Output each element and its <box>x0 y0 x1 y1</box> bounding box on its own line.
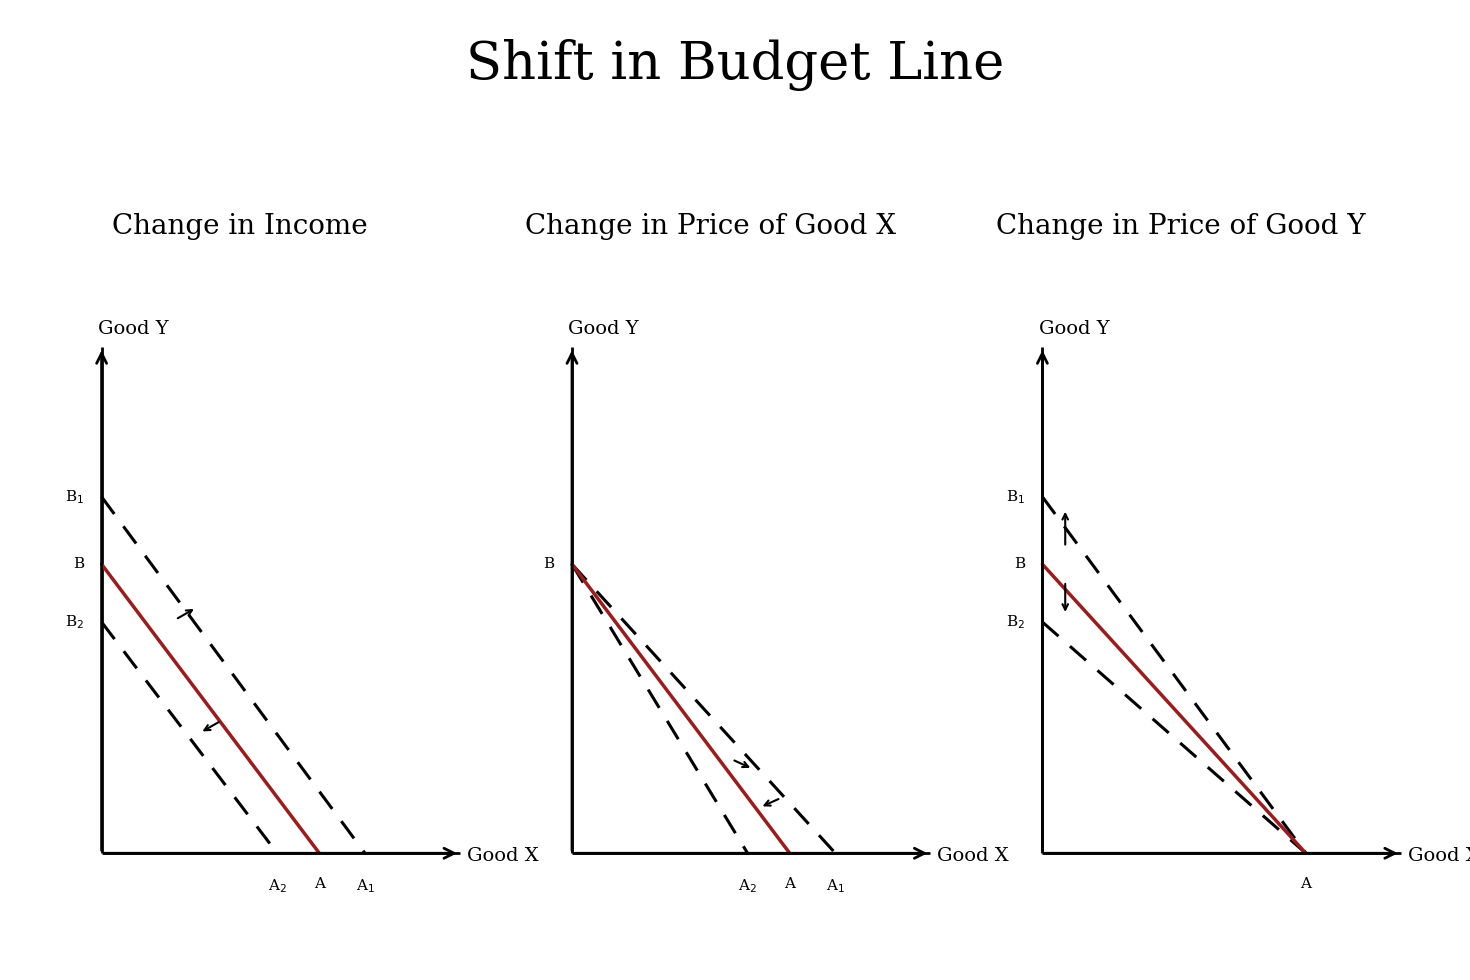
Text: Good Y: Good Y <box>1039 319 1110 338</box>
Text: A: A <box>785 877 795 892</box>
Text: A$_1$: A$_1$ <box>356 877 375 895</box>
Text: B$_2$: B$_2$ <box>65 613 84 631</box>
Text: B: B <box>74 558 84 571</box>
Text: Good Y: Good Y <box>98 319 169 338</box>
Text: B$_1$: B$_1$ <box>65 488 84 506</box>
Text: Shift in Budget Line: Shift in Budget Line <box>466 39 1004 91</box>
Text: Good X: Good X <box>467 847 538 864</box>
Text: A$_1$: A$_1$ <box>826 877 845 895</box>
Text: Change in Price of Good Y: Change in Price of Good Y <box>997 213 1366 240</box>
Text: B: B <box>1014 558 1025 571</box>
Text: Good Y: Good Y <box>569 319 639 338</box>
Text: Good X: Good X <box>1408 847 1470 864</box>
Text: A$_2$: A$_2$ <box>738 877 757 895</box>
Text: B$_1$: B$_1$ <box>1005 488 1025 506</box>
Text: A: A <box>1301 877 1311 892</box>
Text: Change in Income: Change in Income <box>112 213 368 240</box>
Text: B: B <box>544 558 554 571</box>
Text: Change in Price of Good X: Change in Price of Good X <box>525 213 897 240</box>
Text: B$_2$: B$_2$ <box>1005 613 1025 631</box>
Text: Good X: Good X <box>938 847 1008 864</box>
Text: A: A <box>315 877 325 892</box>
Text: A$_2$: A$_2$ <box>268 877 287 895</box>
